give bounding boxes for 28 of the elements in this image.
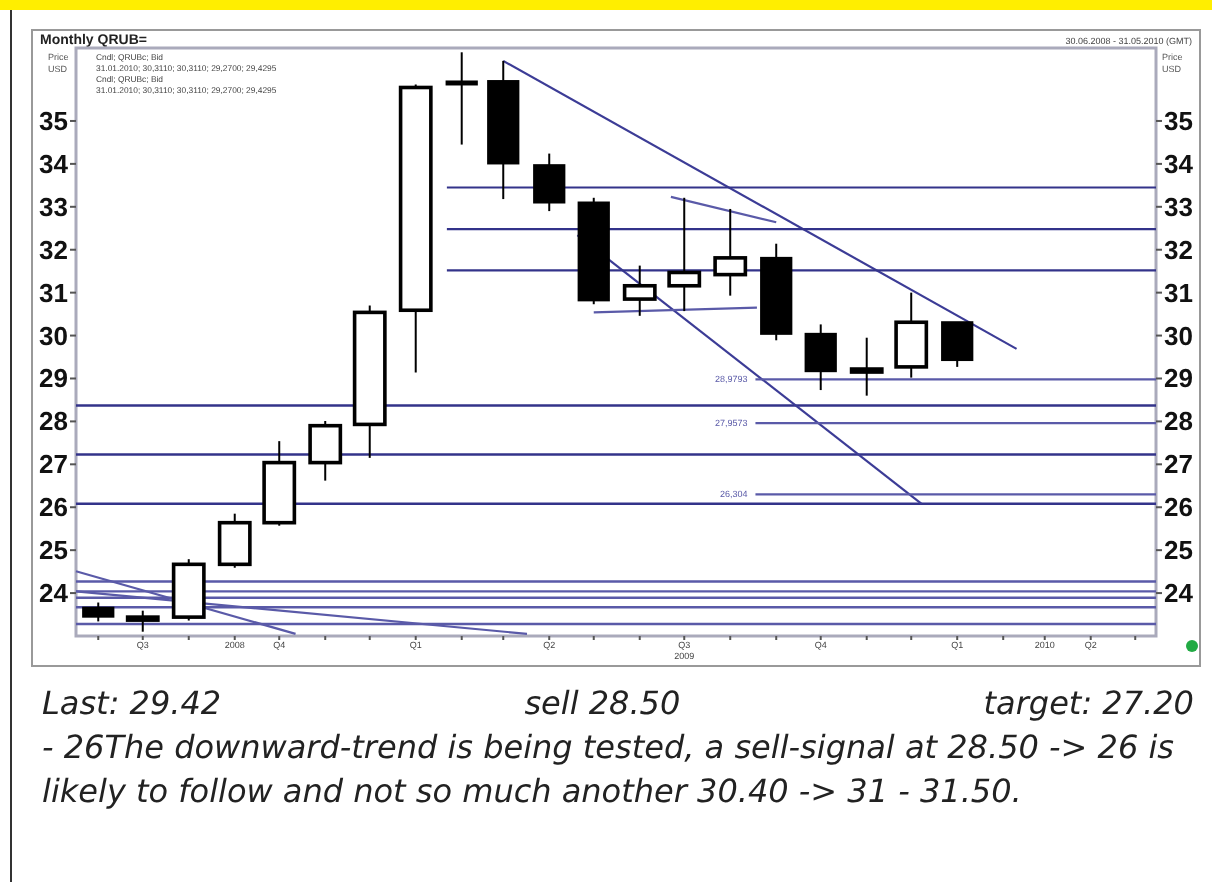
y-tick-label: 28 [39,406,68,437]
y2-tick-label: 24 [1164,578,1195,609]
y2-tick-label: 32 [1164,234,1193,265]
y-tick-label: 33 [39,191,68,222]
y-tick-label: 31 [39,277,68,308]
text: - 26The downward-trend is being tested, a sell-signal at 28.50 -> 26 is likely to follow and not so much another 30.40 -> 31 - 31.50. [42,726,1176,814]
y2-tick-label: 27 [1164,449,1193,480]
y-tick-label: 26 [39,492,68,523]
y-tick-label: 29 [39,363,68,394]
y2-tick-label: 35 [1164,105,1193,136]
y2-tick-label: 30 [1164,320,1193,351]
y-tick-label: 27 [39,449,68,480]
y-tick-label: 32 [39,234,68,265]
y2-tick-label: 33 [1164,191,1193,222]
text: sell 28.50 [524,682,681,726]
y-tick-label: 30 [39,320,68,351]
y2-tick-label: 26 [1164,492,1193,523]
y-tick-label: 25 [39,535,68,566]
y2-tick-label: 34 [1164,148,1195,179]
y-tick-label: 34 [39,148,70,179]
y2-tick-label: 29 [1164,363,1193,394]
y2-tick-label: 28 [1164,406,1193,437]
text: Last: 29.42 [42,682,222,726]
y2-tick-label: 25 [1164,535,1193,566]
y2-tick-label: 31 [1164,277,1193,308]
y-tick-label: 35 [39,105,68,136]
text: target: 27.20 [983,682,1194,726]
y-tick-label: 24 [39,578,70,609]
